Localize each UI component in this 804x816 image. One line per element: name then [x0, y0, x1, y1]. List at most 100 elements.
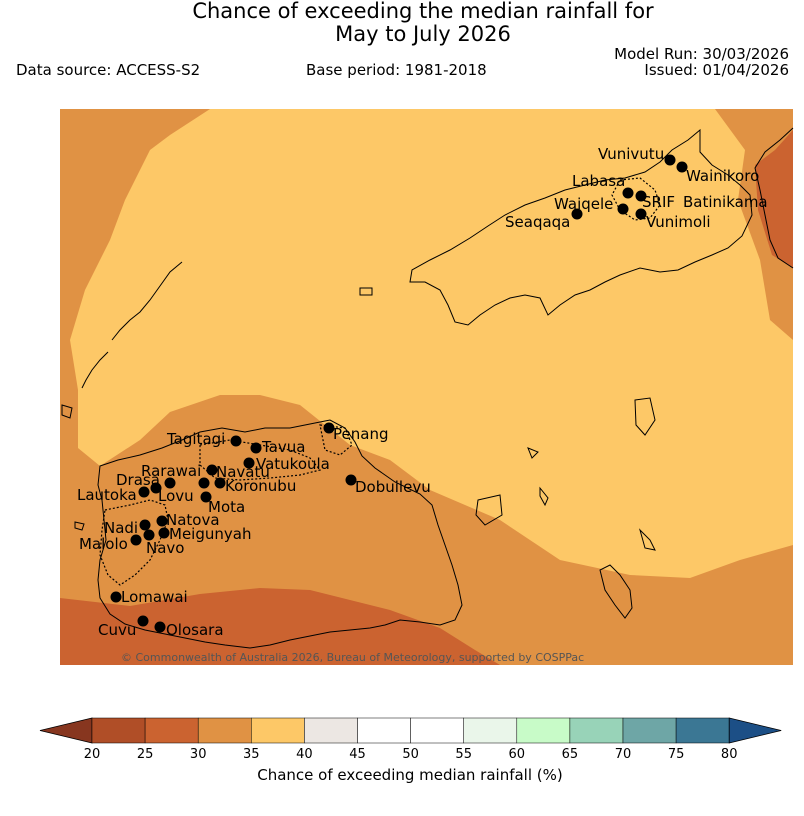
coastline	[61, 127, 794, 649]
district-boundaries	[99, 177, 661, 586]
colorbar-tick-label: 75	[668, 747, 685, 762]
data-source: Data source: ACCESS-S2	[16, 61, 201, 79]
taveuni-coast	[754, 127, 794, 269]
colorbar-bin	[463, 717, 518, 744]
place-label: Rarawai	[141, 462, 201, 480]
place-label: Navo	[146, 539, 184, 557]
place-label: Lautoka	[77, 486, 137, 504]
place-label: Penang	[333, 425, 388, 443]
place-label: Labasa	[572, 172, 625, 190]
colorbar-bin	[675, 717, 730, 744]
gau-island	[475, 494, 503, 526]
place-marker	[617, 203, 629, 215]
small-island-1	[527, 447, 539, 459]
colorbar-bin	[569, 717, 624, 744]
place-label: Dobuilevu	[355, 478, 431, 496]
place-label: Natova	[166, 511, 220, 529]
place-label: Drasa	[116, 471, 160, 489]
zone-25-30	[60, 588, 500, 665]
colorbar-bin	[304, 717, 358, 744]
place-label: Lomawai	[121, 588, 188, 606]
place-label: Batinikama	[683, 193, 768, 211]
place-marker	[243, 457, 255, 469]
small-island-2	[359, 287, 373, 296]
viti-levu-coast	[97, 419, 463, 649]
vanua-levu-coast	[409, 128, 753, 326]
place-marker	[158, 527, 170, 539]
place-marker	[230, 435, 242, 447]
place-marker	[206, 464, 218, 476]
place-marker	[250, 442, 262, 454]
place-marker	[150, 482, 162, 494]
colorbar-tick-label: 70	[615, 747, 632, 762]
place-markers: Vunivutu Wainikoro Labasa Waiqele SRIF Batini…	[77, 145, 768, 639]
title-line-2: May to July 2026	[335, 22, 511, 46]
colorbar-tick-label: 50	[402, 747, 419, 762]
place-marker	[137, 615, 149, 627]
kadavu-island	[599, 564, 633, 619]
place-label: Olosara	[166, 621, 224, 639]
small-island-3	[61, 404, 73, 419]
place-marker	[635, 208, 647, 220]
ovalau-island	[539, 486, 549, 507]
place-label: Navatu	[216, 463, 270, 481]
place-marker	[138, 486, 150, 498]
colorbar-bin	[516, 717, 571, 744]
place-label: Wainikoro	[686, 167, 759, 185]
place-marker	[164, 477, 176, 489]
place-label: Meigunyah	[169, 525, 251, 543]
place-label: Vatukoula	[256, 455, 330, 473]
place-marker	[622, 187, 634, 199]
place-label: Lovu	[158, 487, 194, 505]
colorbar-tick-label: 40	[296, 747, 313, 762]
place-marker	[139, 519, 151, 531]
colorbar-over-arrow	[728, 717, 782, 744]
place-marker	[143, 529, 155, 541]
place-label: Vunivutu	[598, 145, 664, 163]
place-label: Waiqele	[554, 195, 613, 213]
colorbar-bin	[251, 717, 305, 744]
place-label: Tavua	[261, 438, 305, 456]
title-line-1: Chance of exceeding the median rainfall …	[192, 0, 654, 23]
zone-25-30-ne	[755, 130, 793, 268]
koro-island	[634, 397, 656, 436]
place-label: Cuvu	[98, 621, 136, 639]
place-label: Nadi	[104, 519, 138, 537]
colorbar-bin	[144, 717, 199, 744]
place-marker	[198, 477, 210, 489]
colorbar: 20 25 30 35 40 45 50 55 60 65 70 75 80	[39, 717, 782, 762]
place-marker	[676, 161, 688, 173]
colorbar-bin	[622, 717, 677, 744]
place-label: Malolo	[79, 535, 128, 553]
copyright-text: © Commonwealth of Australia 2026, Bureau…	[121, 651, 584, 664]
place-marker	[200, 491, 212, 503]
place-marker	[635, 190, 647, 202]
model-run: Model Run: 30/03/2026	[614, 45, 789, 63]
place-label: Mota	[208, 498, 245, 516]
colorbar-tick-label: 20	[84, 747, 101, 762]
place-marker	[664, 154, 676, 166]
colorbar-tick-label: 80	[721, 747, 738, 762]
place-marker	[154, 621, 166, 633]
place-marker	[345, 474, 357, 486]
place-marker	[156, 515, 168, 527]
colorbar-under-arrow	[39, 717, 93, 744]
chart-title: Chance of exceeding the median rainfall …	[0, 0, 804, 46]
colorbar-bin	[91, 717, 146, 744]
colorbar-tick-label: 55	[455, 747, 472, 762]
place-marker	[130, 534, 142, 546]
colorbar-tick-label: 65	[562, 747, 579, 762]
colorbar-tick-label: 30	[190, 747, 207, 762]
place-label: Seaqaqa	[505, 213, 570, 231]
zone-35-40	[70, 109, 793, 578]
beqa-island	[639, 528, 656, 551]
colorbar-tick-label: 25	[137, 747, 154, 762]
place-label: SRIF	[642, 193, 675, 211]
colorbar-tick-label: 35	[243, 747, 260, 762]
place-label: Tagitagi	[166, 430, 225, 448]
colorbar-title: Chance of exceeding median rainfall (%)	[257, 766, 563, 784]
place-label: Koronubu	[225, 477, 296, 495]
base-period: Base period: 1981-2018	[306, 61, 487, 79]
colorbar-bin	[197, 717, 252, 744]
place-marker	[571, 208, 583, 220]
